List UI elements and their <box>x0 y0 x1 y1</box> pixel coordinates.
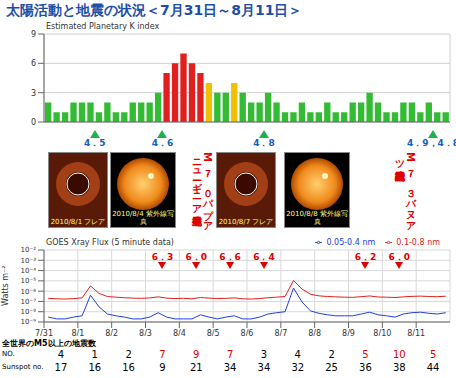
html-text:2010/8/4 紫外線写真: 2010/8/4 紫外線写真 <box>112 210 174 226</box>
svg-text:9: 9 <box>31 30 36 39</box>
html-text:0.1-0.8 nm: 0.1-0.8 nm <box>396 238 440 247</box>
svg-text:10⁻⁴: 10⁻⁴ <box>21 267 37 275</box>
html-text:5: 5 <box>429 349 437 360</box>
html-text:6．3: 6．3 <box>151 252 174 262</box>
svg-text:7/31: 7/31 <box>35 329 53 336</box>
html-text:16: 16 <box>122 362 135 373</box>
html-text:38: 38 <box>392 362 406 373</box>
html-text:3: 3 <box>260 349 268 360</box>
svg-text:8/9: 8/9 <box>342 329 355 336</box>
svg-text:8/1: 8/1 <box>71 329 84 336</box>
html-text:9: 9 <box>193 349 200 360</box>
html-text:44: 44 <box>426 362 440 373</box>
svg-text:8/10: 8/10 <box>373 329 391 336</box>
svg-text:8/2: 8/2 <box>105 329 118 336</box>
html-text:5: 5 <box>362 349 369 360</box>
svg-text:Watts m⁻²: Watts m⁻² <box>1 265 10 306</box>
svg-text:6: 6 <box>31 59 36 68</box>
html-text:25: 25 <box>325 362 338 373</box>
html-text:NO.: NO. <box>2 350 15 358</box>
html-text:34: 34 <box>223 362 237 373</box>
html-text:4: 4 <box>57 349 65 360</box>
html-text:6．6: 6．6 <box>219 252 241 262</box>
html-text:7: 7 <box>159 349 166 360</box>
html-text:4．6: 4．6 <box>151 138 174 148</box>
html-text:36: 36 <box>359 362 372 373</box>
svg-text:8/4: 8/4 <box>173 329 186 336</box>
html-text:4: 4 <box>294 349 301 360</box>
html-text:6．0: 6．0 <box>388 252 410 262</box>
html-text:34: 34 <box>257 362 271 373</box>
svg-text:10⁻³: 10⁻³ <box>21 257 37 265</box>
html-text:7: 7 <box>226 349 234 360</box>
svg-text:8/5: 8/5 <box>207 329 220 336</box>
html-text:6．4: 6．4 <box>253 252 275 262</box>
svg-text:3: 3 <box>31 89 36 98</box>
html-text:4．5: 4．5 <box>84 138 106 148</box>
html-text:1: 1 <box>91 349 98 360</box>
html-text:2010/8/8 紫外線写真: 2010/8/8 紫外線写真 <box>286 210 348 226</box>
html-text:6．0: 6．0 <box>185 252 207 262</box>
svg-text:8/8: 8/8 <box>308 329 321 336</box>
html-text:2: 2 <box>328 349 335 360</box>
html-text:全世界のM5以上の地震数: 全世界のM5以上の地震数 <box>2 339 96 348</box>
html-text:16: 16 <box>88 362 102 373</box>
svg-text:10⁻⁶: 10⁻⁶ <box>21 288 37 296</box>
svg-text:8/3: 8/3 <box>139 329 152 336</box>
html-text:太陽活動と地震の状況＜7月31日～8月11日＞: 太陽活動と地震の状況＜7月31日～8月11日＞ <box>6 2 303 18</box>
svg-text:10⁻⁵: 10⁻⁵ <box>21 277 37 285</box>
html-text:2010/8/7 フレア: 2010/8/7 フレア <box>218 218 274 226</box>
html-text:4．8: 4．8 <box>253 138 275 148</box>
svg-text:0: 0 <box>31 118 36 127</box>
svg-text:10⁻²: 10⁻² <box>21 246 37 254</box>
html-text:9: 9 <box>159 362 166 373</box>
html-text:Sunspot no.: Sunspot no. <box>2 363 44 371</box>
svg-text:8/6: 8/6 <box>241 329 254 336</box>
html-text:21: 21 <box>189 362 203 373</box>
svg-text:10⁻⁹: 10⁻⁹ <box>21 318 37 326</box>
html-text:GOES Xray Flux (5 minute data): GOES Xray Flux (5 minute data) <box>46 238 174 247</box>
html-text:17: 17 <box>54 362 68 373</box>
svg-text:10⁻⁸: 10⁻⁸ <box>21 308 37 316</box>
html-text:M７．０パプアニューギニア地震発生: M７．０パプアニューギニア地震発生 <box>191 152 214 225</box>
svg-text:8/7: 8/7 <box>274 329 287 336</box>
html-text:0.05-0.4 nm: 0.05-0.4 nm <box>326 238 376 247</box>
html-text:10: 10 <box>392 349 406 360</box>
svg-text:10⁻⁷: 10⁻⁷ <box>21 298 37 306</box>
html-text:2010/8/1 フレア: 2010/8/1 フレア <box>50 218 106 226</box>
html-text:M７．３バヌアツ諸島地震発生: M７．３バヌアツ諸島地震発生 <box>394 152 417 225</box>
html-text:Estimated Planetary K index: Estimated Planetary K index <box>46 22 160 31</box>
html-text:2: 2 <box>125 349 132 360</box>
svg-text:8/11: 8/11 <box>407 329 425 336</box>
html-text:6．2: 6．2 <box>354 252 377 262</box>
html-text:32: 32 <box>291 362 305 373</box>
